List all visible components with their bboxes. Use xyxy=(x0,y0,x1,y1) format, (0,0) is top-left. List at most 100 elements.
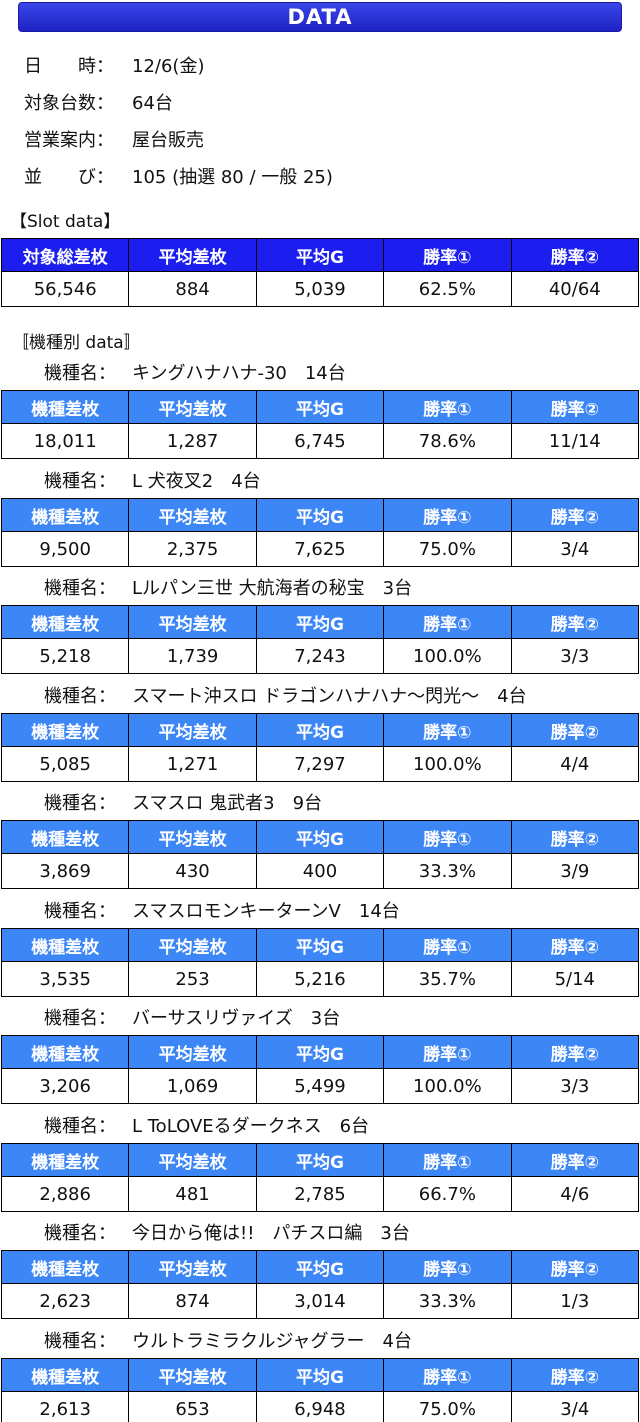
table-cell: 6,948 xyxy=(255,1391,385,1422)
table-cell: 9,500 xyxy=(0,531,130,567)
slot-summary-table: 対象総差枚 平均差枚 平均G 勝率① 勝率② 56,546 884 5,039 … xyxy=(0,238,640,307)
table-row: 3,206 1,069 5,499 100.0% 3/3 xyxy=(0,1068,640,1104)
model-title: 機種名： Lルパン三世 大航海者の秘宝 3台 xyxy=(44,574,412,600)
table-cell: 3/4 xyxy=(510,1391,640,1422)
table-cell: 2,785 xyxy=(255,1176,385,1212)
table-cell: 3/9 xyxy=(510,853,640,889)
table-cell: 33.3% xyxy=(383,1283,512,1319)
table-row: 2,886 481 2,785 66.7% 4/6 xyxy=(0,1176,640,1212)
table-cell: 874 xyxy=(128,1283,257,1319)
model-name: キングハナハナ-30 14台 xyxy=(132,363,346,384)
table-cell: 481 xyxy=(128,1176,257,1212)
model-name: 今日から俺は!! パチスロ編 3台 xyxy=(132,1223,410,1244)
table-header-row: 機種差枚 平均差枚 平均G 勝率① 勝率② xyxy=(0,1358,640,1392)
info-value: 64台 xyxy=(132,93,173,114)
column-header: 平均差枚 xyxy=(128,820,257,854)
table-row: 56,546 884 5,039 62.5% 40/64 xyxy=(0,271,640,307)
model-label: 機種名： xyxy=(44,686,116,707)
column-header: 平均G xyxy=(255,1358,385,1392)
table-cell: 5,039 xyxy=(255,271,385,307)
column-header: 平均G xyxy=(255,498,385,532)
model-name: スマスロ 鬼武者3 9台 xyxy=(132,793,323,814)
column-header: 平均G xyxy=(255,1143,385,1177)
model-table: 機種差枚 平均差枚 平均G 勝率① 勝率② 2,613 653 6,948 75.0% 3/4 xyxy=(0,1358,640,1422)
table-cell: 11/14 xyxy=(510,423,640,459)
model-title: 機種名： ウルトラミラクルジャグラー 4台 xyxy=(44,1327,412,1353)
column-header: 平均差枚 xyxy=(128,605,257,639)
table-cell: 253 xyxy=(128,961,257,997)
table-cell: 6,745 xyxy=(255,423,385,459)
column-header: 機種差枚 xyxy=(0,1035,130,1069)
model-title: 機種名： キングハナハナ-30 14台 xyxy=(44,359,346,385)
info-label: 対象台数： xyxy=(24,93,114,114)
column-header: 勝率② xyxy=(510,820,640,854)
column-header: 勝率② xyxy=(510,1035,640,1069)
table-cell: 66.7% xyxy=(383,1176,512,1212)
table-header-row: 機種差枚 平均差枚 平均G 勝率① 勝率② xyxy=(0,1035,640,1069)
model-name: Lルパン三世 大航海者の秘宝 3台 xyxy=(132,578,413,599)
table-cell: 2,375 xyxy=(128,531,257,567)
table-cell: 40/64 xyxy=(510,271,640,307)
model-table: 機種差枚 平均差枚 平均G 勝率① 勝率② 9,500 2,375 7,625 75.0% 3/4 xyxy=(0,498,640,567)
table-header-row: 機種差枚 平均差枚 平均G 勝率① 勝率② xyxy=(0,1143,640,1177)
column-header: 勝率② xyxy=(510,605,640,639)
column-header: 平均差枚 xyxy=(128,1358,257,1392)
table-cell: 884 xyxy=(128,271,257,307)
model-table: 機種差枚 平均差枚 平均G 勝率① 勝率② 2,623 874 3,014 33.3% 1/3 xyxy=(0,1250,640,1319)
model-label: 機種名： xyxy=(44,1116,116,1137)
table-cell: 62.5% xyxy=(383,271,512,307)
model-name: ウルトラミラクルジャグラー 4台 xyxy=(132,1331,413,1352)
column-header: 勝率① xyxy=(383,1358,512,1392)
model-table: 機種差枚 平均差枚 平均G 勝率① 勝率② 18,011 1,287 6,745 78.6% 11… xyxy=(0,390,640,459)
column-header: 勝率② xyxy=(510,928,640,962)
model-name: スマート沖スロ ドラゴンハナハナ～閃光～ 4台 xyxy=(132,686,527,707)
table-header-row: 機種差枚 平均差枚 平均G 勝率① 勝率② xyxy=(0,390,640,424)
table-cell: 3,014 xyxy=(255,1283,385,1319)
table-cell: 1,287 xyxy=(128,423,257,459)
table-cell: 100.0% xyxy=(383,746,512,782)
column-header: 勝率① xyxy=(383,713,512,747)
table-row: 2,623 874 3,014 33.3% 1/3 xyxy=(0,1283,640,1319)
column-header: 機種差枚 xyxy=(0,1358,130,1392)
model-title: 機種名： スマスロモンキーターンV 14台 xyxy=(44,897,400,923)
column-header: 勝率② xyxy=(510,1143,640,1177)
model-name: L 犬夜叉2 4台 xyxy=(132,471,261,492)
column-header: 機種差枚 xyxy=(0,390,130,424)
model-label: 機種名： xyxy=(44,793,116,814)
table-cell: 3/3 xyxy=(510,638,640,674)
table-header-row: 機種差枚 平均差枚 平均G 勝率① 勝率② xyxy=(0,928,640,962)
column-header: 勝率② xyxy=(510,498,640,532)
column-header: 勝率② xyxy=(510,390,640,424)
column-header: 機種差枚 xyxy=(0,713,130,747)
column-header: 平均差枚 xyxy=(128,1250,257,1284)
info-label: 並 び： xyxy=(24,167,114,188)
table-cell: 1,069 xyxy=(128,1068,257,1104)
table-header-row: 対象総差枚 平均差枚 平均G 勝率① 勝率② xyxy=(0,238,640,272)
model-table: 機種差枚 平均差枚 平均G 勝率① 勝率② 5,085 1,271 7,297 100.0% 4/… xyxy=(0,713,640,782)
table-cell: 100.0% xyxy=(383,1068,512,1104)
column-header: 勝率① xyxy=(383,820,512,854)
model-name: L ToLOVEるダークネス 6台 xyxy=(132,1116,370,1137)
model-name: スマスロモンキーターンV 14台 xyxy=(132,901,400,922)
column-header: 対象総差枚 xyxy=(0,238,130,272)
column-header: 勝率② xyxy=(510,238,640,272)
model-title: 機種名： L 犬夜叉2 4台 xyxy=(44,467,261,493)
table-cell: 7,625 xyxy=(255,531,385,567)
model-table: 機種差枚 平均差枚 平均G 勝率① 勝率② 5,218 1,739 7,243 100.0% 3/… xyxy=(0,605,640,674)
table-row: 5,218 1,739 7,243 100.0% 3/3 xyxy=(0,638,640,674)
column-header: 勝率② xyxy=(510,1358,640,1392)
table-cell: 1,271 xyxy=(128,746,257,782)
model-title: 機種名： スマスロ 鬼武者3 9台 xyxy=(44,789,322,815)
model-title: 機種名： スマート沖スロ ドラゴンハナハナ～閃光～ 4台 xyxy=(44,682,527,708)
column-header: 勝率① xyxy=(383,1250,512,1284)
column-header: 機種差枚 xyxy=(0,605,130,639)
table-cell: 33.3% xyxy=(383,853,512,889)
column-header: 平均G xyxy=(255,928,385,962)
column-header: 機種差枚 xyxy=(0,1250,130,1284)
table-cell: 100.0% xyxy=(383,638,512,674)
info-label: 日 時： xyxy=(24,56,114,77)
table-cell: 5,218 xyxy=(0,638,130,674)
column-header: 平均差枚 xyxy=(128,238,257,272)
slot-data-heading: 【Slot data】 xyxy=(10,212,121,232)
column-header: 勝率② xyxy=(510,1250,640,1284)
